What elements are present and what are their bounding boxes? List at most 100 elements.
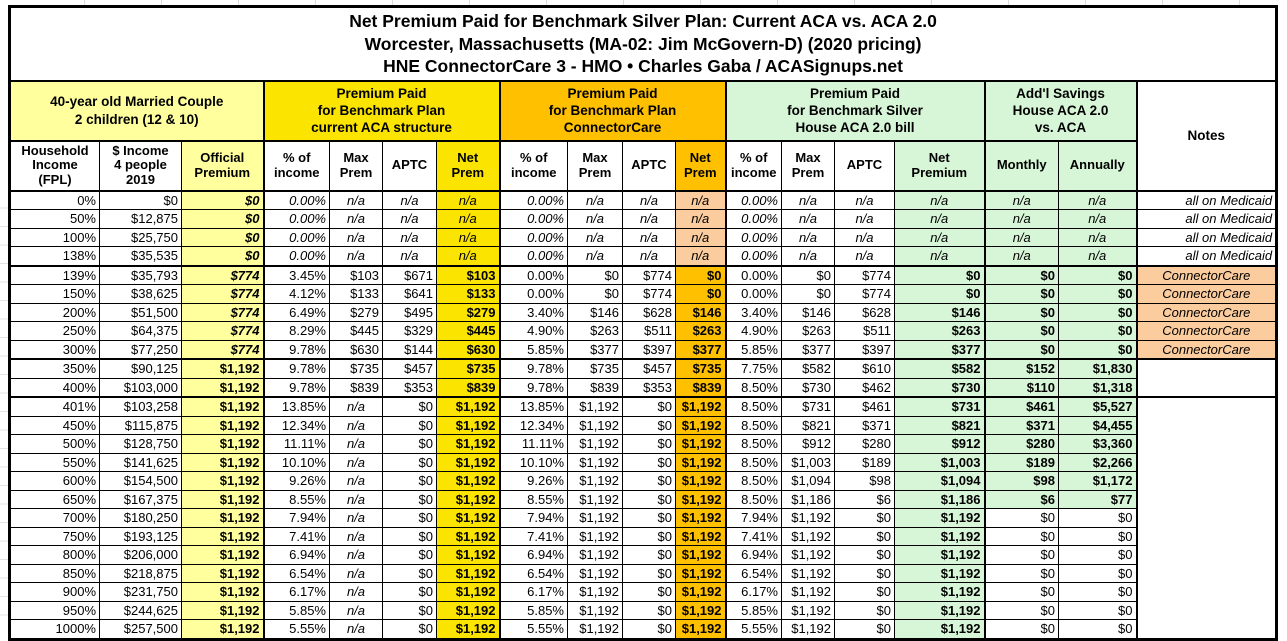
cell-house-net-premium: $377 <box>894 339 986 360</box>
cell-fpl: 50% <box>9 209 100 229</box>
cell-cc-pct-income: 5.55% <box>499 619 568 640</box>
cell-house-pct-income: 8.50% <box>725 415 782 435</box>
cell-cc-max-prem: $1,192 <box>567 434 623 454</box>
cell-cc-max-prem: $1,192 <box>567 508 623 528</box>
cell-cc-aptc: $0 <box>622 600 676 620</box>
cell-savings-monthly: $98 <box>984 471 1059 491</box>
cell-income: $51,500 <box>99 302 182 322</box>
cell-savings-monthly: $152 <box>984 358 1059 379</box>
cell-notes <box>1135 397 1278 416</box>
cell-aca-net-prem: $1,192 <box>436 545 501 565</box>
cell-house-pct-income: 0.00% <box>725 209 782 229</box>
cell-cc-max-prem: $1,192 <box>567 489 623 509</box>
col-header-house-aptc: APTC <box>834 140 895 192</box>
table-row-138%: 138% $35,535 $0 0.00% n/a n/a n/a 0.00% n/a n/a n/… <box>9 246 1278 267</box>
cell-house-net-premium: $730 <box>894 377 986 398</box>
cell-cc-aptc: $0 <box>622 582 676 602</box>
title-block: Net Premium Paid for Benchmark Silver Pl… <box>8 6 1278 82</box>
cell-house-pct-income: 5.55% <box>725 619 782 640</box>
cell-house-max-prem: $1,003 <box>781 452 835 472</box>
table-row-700%: 700% $180,250 $1,192 7.94% n/a $0 $1,192 7.94% $… <box>9 508 1278 528</box>
cell-aca-pct-income: 6.49% <box>263 302 330 322</box>
cell-cc-aptc: $0 <box>622 396 676 417</box>
cell-notes <box>1135 434 1278 453</box>
cell-aca-max-prem: $445 <box>329 321 383 341</box>
cell-fpl: 500% <box>9 434 100 454</box>
cell-aca-max-prem: n/a <box>329 396 383 417</box>
cell-house-pct-income: 7.94% <box>725 508 782 528</box>
cell-aca-max-prem: n/a <box>329 434 383 454</box>
cell-house-pct-income: 6.94% <box>725 545 782 565</box>
cell-aca-aptc: $0 <box>382 471 437 491</box>
cell-aca-net-prem: $1,192 <box>436 600 501 620</box>
cell-official-premium: $1,192 <box>181 600 265 620</box>
cell-savings-annually: n/a <box>1058 190 1138 210</box>
cell-official-premium: $0 <box>181 227 265 247</box>
cell-aca-max-prem: $839 <box>329 377 383 398</box>
cell-aca-max-prem: n/a <box>329 415 383 435</box>
cell-fpl: 850% <box>9 563 100 583</box>
cell-income: $115,875 <box>99 415 182 435</box>
cell-aca-pct-income: 6.17% <box>263 582 330 602</box>
cell-house-net-premium: $1,192 <box>894 545 986 565</box>
cell-cc-aptc: $0 <box>622 563 676 583</box>
cell-cc-aptc: $774 <box>622 265 676 285</box>
cell-fpl: 950% <box>9 600 100 620</box>
cell-cc-aptc: $0 <box>622 489 676 509</box>
cell-savings-annually: n/a <box>1058 227 1138 247</box>
cell-house-max-prem: $1,192 <box>781 508 835 528</box>
cell-house-pct-income: 0.00% <box>725 190 782 210</box>
cell-aca-aptc: $0 <box>382 415 437 435</box>
col-header-cc-net-prem: Net Prem <box>675 140 727 192</box>
cell-aca-max-prem: n/a <box>329 545 383 565</box>
cell-notes: ConnectorCare <box>1135 284 1278 304</box>
cell-house-pct-income: 5.85% <box>725 339 782 360</box>
cell-house-aptc: $0 <box>834 600 895 620</box>
cell-aca-net-prem: $1,192 <box>436 563 501 583</box>
cell-savings-annually: $0 <box>1058 284 1138 304</box>
cell-aca-aptc: $0 <box>382 600 437 620</box>
cell-aca-aptc: $0 <box>382 563 437 583</box>
cell-cc-pct-income: 13.85% <box>499 396 568 417</box>
cell-cc-net-prem: $1,192 <box>675 563 727 583</box>
cell-cc-net-prem: $1,192 <box>675 600 727 620</box>
table-row-750%: 750% $193,125 $1,192 7.41% n/a $0 $1,192 7.41% $… <box>9 526 1278 546</box>
cell-house-aptc: $610 <box>834 358 895 379</box>
cell-aca-net-prem: $1,192 <box>436 526 501 546</box>
cell-cc-pct-income: 3.40% <box>499 302 568 322</box>
cell-savings-annually: $0 <box>1058 302 1138 322</box>
cell-house-aptc: $774 <box>834 265 895 285</box>
table-row-950%: 950% $244,625 $1,192 5.85% n/a $0 $1,192 5.85% $… <box>9 600 1278 620</box>
cell-cc-aptc: n/a <box>622 190 676 210</box>
cell-official-premium: $1,192 <box>181 358 265 379</box>
cell-aca-net-prem: n/a <box>436 246 501 267</box>
cell-aca-aptc: $0 <box>382 508 437 528</box>
cell-house-pct-income: 4.90% <box>725 321 782 341</box>
cell-income: $128,750 <box>99 434 182 454</box>
cell-cc-max-prem: $839 <box>567 377 623 398</box>
cell-income: $154,500 <box>99 471 182 491</box>
cell-house-pct-income: 8.50% <box>725 471 782 491</box>
cell-house-max-prem: $263 <box>781 321 835 341</box>
cell-cc-pct-income: 7.41% <box>499 526 568 546</box>
cell-house-net-premium: n/a <box>894 227 986 247</box>
cell-aca-max-prem: $103 <box>329 265 383 285</box>
cell-house-net-premium: $0 <box>894 284 986 304</box>
cell-aca-net-prem: $1,192 <box>436 619 501 640</box>
cell-cc-aptc: $0 <box>622 471 676 491</box>
cell-fpl: 400% <box>9 377 100 398</box>
cell-house-aptc: $98 <box>834 471 895 491</box>
cell-notes <box>1135 564 1278 583</box>
cell-savings-annually: $1,830 <box>1058 358 1138 379</box>
cell-income: $90,125 <box>99 358 182 379</box>
cell-cc-pct-income: 6.94% <box>499 545 568 565</box>
cell-savings-annually: $0 <box>1058 600 1138 620</box>
cell-income: $12,875 <box>99 209 182 229</box>
cell-savings-annually: $0 <box>1058 545 1138 565</box>
cell-fpl: 550% <box>9 452 100 472</box>
cell-house-net-premium: $1,192 <box>894 619 986 640</box>
cell-fpl: 401% <box>9 396 100 417</box>
cell-income: $103,258 <box>99 396 182 417</box>
cell-house-pct-income: 0.00% <box>725 284 782 304</box>
cell-aca-max-prem: n/a <box>329 452 383 472</box>
